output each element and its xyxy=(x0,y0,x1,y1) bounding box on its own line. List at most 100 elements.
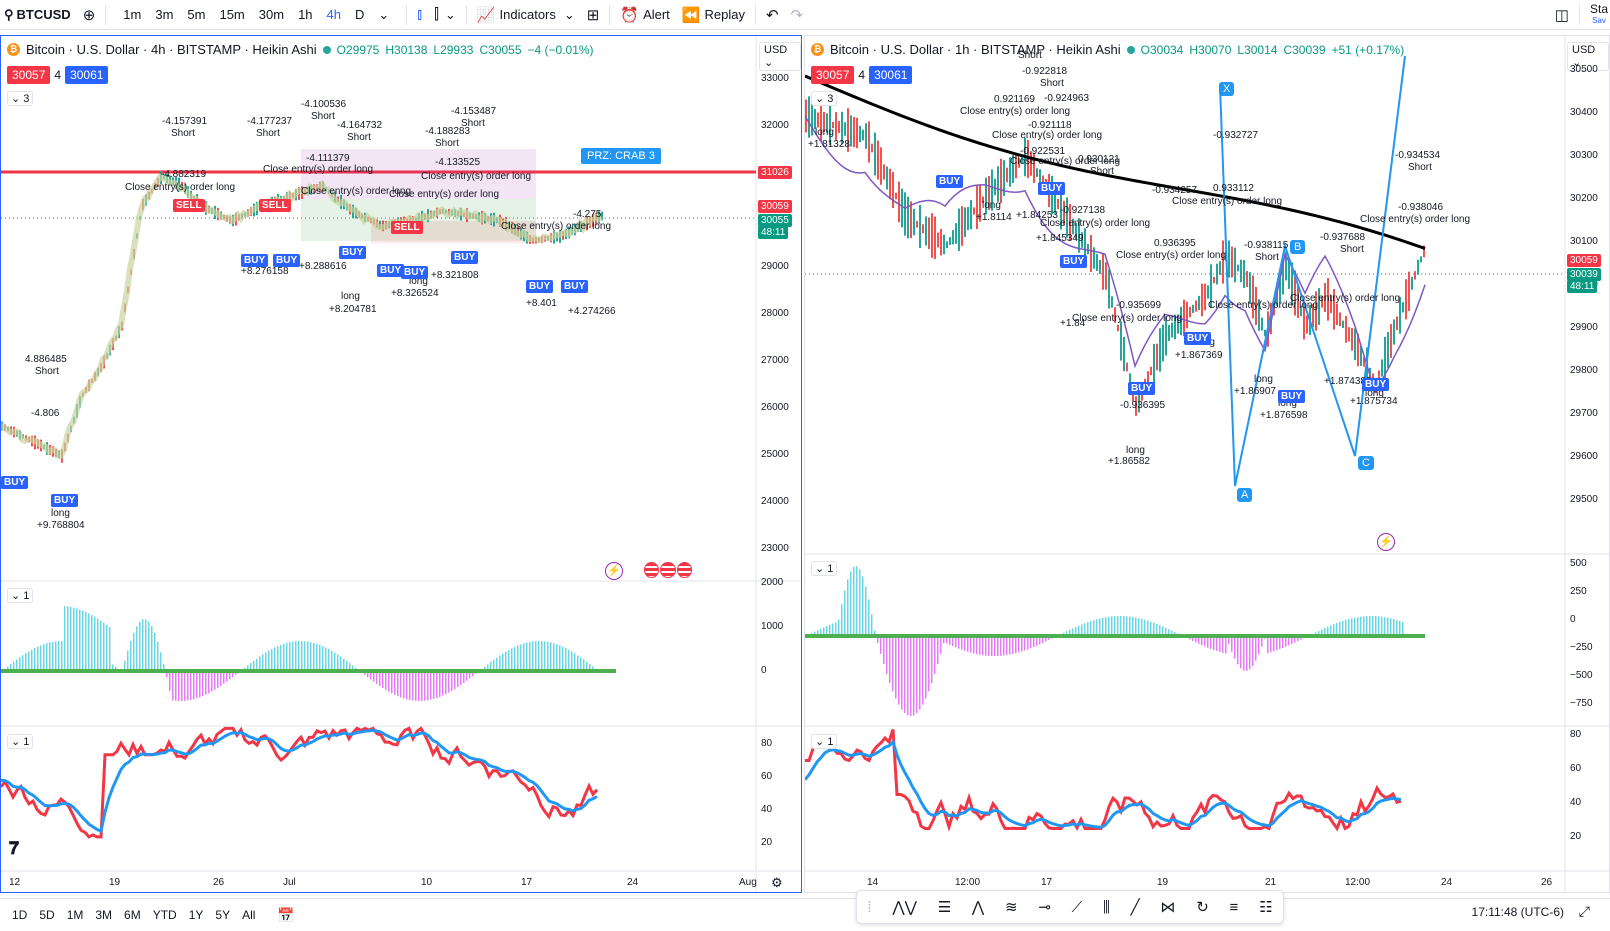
histogram-bar xyxy=(565,648,567,671)
interval-5m[interactable]: 5m xyxy=(187,7,206,22)
right-currency-select[interactable]: USD ⌄ xyxy=(1567,42,1609,71)
histogram-bar xyxy=(1192,636,1194,641)
range-3m[interactable]: 3M xyxy=(95,908,113,922)
interval-3m[interactable]: 3m xyxy=(155,7,174,22)
right-osc2-toggle[interactable]: ⌄ 1 xyxy=(811,734,838,749)
interval-1m[interactable]: 1m xyxy=(123,7,142,22)
candle xyxy=(832,121,834,129)
head-shoulders-icon[interactable]: ⋈ xyxy=(1160,899,1176,916)
trade-annotation: Close entry(s) order long xyxy=(1010,156,1121,167)
interval-30m[interactable]: 30m xyxy=(258,7,285,22)
chart-style-button[interactable]: ⫿ ⌄ xyxy=(428,0,462,30)
histogram-bar xyxy=(271,649,273,671)
chevron-down-icon[interactable]: ⌄ xyxy=(378,6,390,22)
price-tick-label: 1000 xyxy=(761,621,784,632)
histogram-bar xyxy=(1066,631,1068,636)
undo-button[interactable]: ↶ xyxy=(760,0,785,30)
tradingview-logo[interactable]: 𝟕 xyxy=(9,838,20,858)
trend-line-icon[interactable]: ⟋ xyxy=(1071,898,1083,916)
save-button[interactable]: Sta Sav xyxy=(1589,1,1608,25)
left-chart-canvas[interactable] xyxy=(1,36,802,893)
histogram-bar xyxy=(256,658,258,671)
redo-button[interactable]: ↷ xyxy=(785,0,810,30)
indicators-button[interactable]: 📈 Indicators ⌄ xyxy=(476,6,575,24)
histogram-bar xyxy=(73,607,75,671)
right-chart-legend[interactable]: ₿ Bitcoin · U.S. Dollar · 1h · BITSTAMP … xyxy=(811,42,1404,57)
left-bid-button[interactable]: 30057 xyxy=(7,66,51,84)
candle xyxy=(1285,251,1287,281)
ray-icon[interactable]: ╱ xyxy=(1130,899,1140,916)
range-1m[interactable]: 1M xyxy=(66,908,84,922)
histogram-bar xyxy=(856,566,858,636)
compare-button[interactable]: ⊕ xyxy=(77,0,102,30)
left-osc2-toggle[interactable]: ⌄ 1 xyxy=(7,734,34,749)
fib-retracement-icon[interactable]: ☰ xyxy=(937,899,952,916)
range-1y[interactable]: 1Y xyxy=(188,908,204,922)
trade-annotation: +1.86907 xyxy=(1234,386,1276,397)
spiral-icon[interactable]: ↻ xyxy=(1196,899,1209,916)
abcd-pattern-icon[interactable]: ⋀ xyxy=(971,899,985,916)
candle xyxy=(1087,243,1089,255)
histogram-bar xyxy=(1342,620,1344,636)
clock-timezone[interactable]: 17:11:48 (UTC-6) xyxy=(1471,905,1564,919)
fib-channel-icon[interactable]: ≋ xyxy=(1004,899,1018,916)
chart-type-button[interactable]: ⫾ xyxy=(411,0,428,30)
right-chart-pane[interactable]: ₿ Bitcoin · U.S. Dollar · 1h · BITSTAMP … xyxy=(804,35,1610,893)
histogram-bar xyxy=(250,663,252,671)
histogram-bar xyxy=(1159,625,1161,636)
layout-toggle-button[interactable]: ◫ xyxy=(1549,0,1575,30)
range-ytd[interactable]: YTD xyxy=(152,908,177,922)
range-all[interactable]: All xyxy=(242,908,256,922)
histogram-bar xyxy=(247,665,249,671)
right-indicators-toggle[interactable]: ⌄ 3 xyxy=(811,91,838,106)
xabcd-pattern-icon[interactable]: ⋀⋁ xyxy=(892,899,917,916)
pitchfork-icon[interactable]: ⫼ xyxy=(1102,898,1110,916)
interval-d[interactable]: D xyxy=(355,7,365,22)
left-chart-pane[interactable]: ₿ Bitcoin · U.S. Dollar · 4h · BITSTAMP … xyxy=(0,35,802,893)
gann-icon[interactable]: ☷ xyxy=(1259,899,1273,916)
replay-button[interactable]: ⏪ Replay xyxy=(681,6,745,24)
range-5y[interactable]: 5Y xyxy=(215,908,231,922)
symbol-search[interactable]: ⚲ BTCUSD xyxy=(4,6,71,23)
left-currency-select[interactable]: USD ⌄ xyxy=(759,42,801,71)
interval-4h[interactable]: 4h xyxy=(326,7,341,22)
right-spread: 4 xyxy=(858,68,866,82)
right-bid-button[interactable]: 30057 xyxy=(811,66,855,84)
histogram-bar xyxy=(406,671,408,700)
range-6m[interactable]: 6M xyxy=(124,908,141,922)
histogram-bar xyxy=(265,652,267,671)
histogram-bar xyxy=(832,623,834,636)
left-events-icon[interactable] xyxy=(644,562,692,580)
moving-average-band xyxy=(1,173,603,459)
right-chart-canvas[interactable] xyxy=(805,36,1610,893)
calendar-icon[interactable]: 📅 xyxy=(277,906,295,923)
histogram-bar xyxy=(934,636,936,674)
left-axis-settings-icon[interactable]: ⚙ xyxy=(771,875,783,890)
histogram-bar xyxy=(394,671,396,695)
right-flash-icon[interactable]: ⚡ xyxy=(1377,533,1395,551)
layouts-button[interactable]: ⊞ xyxy=(581,0,606,30)
range-1d[interactable]: 1D xyxy=(12,908,28,922)
trade-annotation: Close entry(s) order long xyxy=(501,221,612,232)
trade-annotation: +8.326524 xyxy=(391,288,439,299)
fullscreen-icon[interactable]: ⤢ xyxy=(1578,903,1590,919)
left-rsi-oscillator xyxy=(1,726,599,839)
interval-1h[interactable]: 1h xyxy=(298,7,313,22)
left-osc1-toggle[interactable]: ⌄ 1 xyxy=(7,588,34,603)
right-ask-button[interactable]: 30061 xyxy=(869,66,913,84)
horizontal-ray-icon[interactable]: ⊸ xyxy=(1038,899,1051,916)
left-flash-icon[interactable]: ⚡ xyxy=(605,562,623,580)
trade-annotation: +9.768804 xyxy=(37,520,85,531)
price-tick-label: 250 xyxy=(1570,586,1587,597)
alert-button[interactable]: ⏰ Alert xyxy=(620,6,670,24)
left-ask-button[interactable]: 30061 xyxy=(65,66,109,84)
left-chart-legend[interactable]: ₿ Bitcoin · U.S. Dollar · 4h · BITSTAMP … xyxy=(7,42,594,57)
candle xyxy=(877,140,879,180)
drag-handle-icon[interactable]: ⁞ xyxy=(867,898,872,916)
fib-timezone-icon[interactable]: ≡ xyxy=(1229,898,1239,916)
right-osc1-toggle[interactable]: ⌄ 1 xyxy=(811,561,838,576)
range-5d[interactable]: 5D xyxy=(39,908,55,922)
histogram-bar xyxy=(49,642,51,671)
interval-15m[interactable]: 15m xyxy=(219,7,245,22)
left-indicators-toggle[interactable]: ⌄ 3 xyxy=(7,91,34,106)
